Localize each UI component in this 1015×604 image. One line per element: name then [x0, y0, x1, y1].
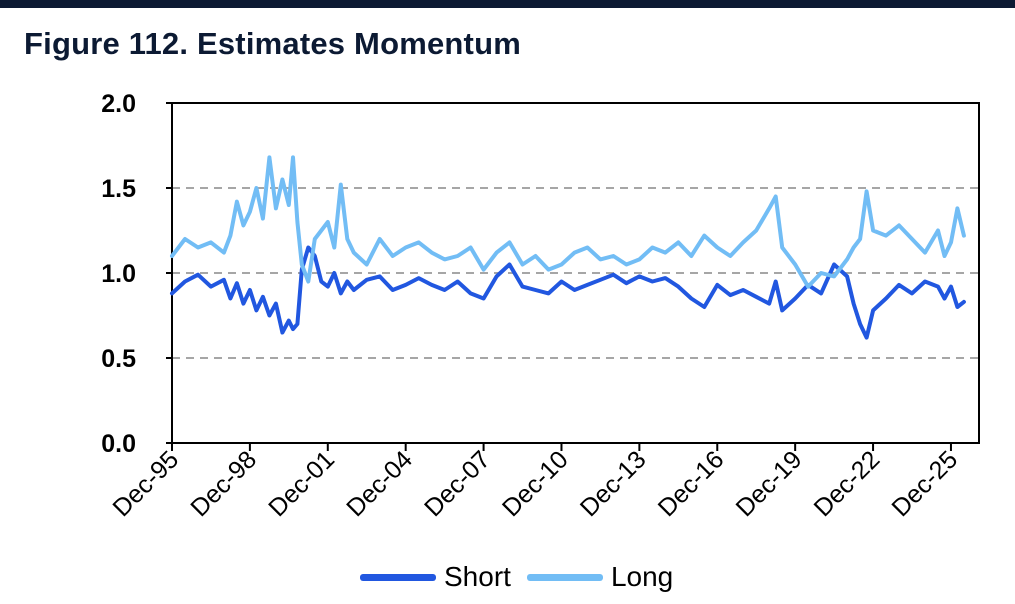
- legend-item-long: Long: [526, 561, 674, 593]
- figure-title: Figure 112. Estimates Momentum: [24, 26, 521, 61]
- x-tick-label-6: Dec-13: [575, 445, 652, 522]
- top-rule: [0, 0, 1015, 8]
- series-line-long: [170, 155, 966, 289]
- series-line-short: [170, 245, 966, 340]
- y-tick-label-4: 2.0: [101, 90, 136, 118]
- y-tick-label-3: 1.5: [101, 175, 136, 203]
- x-tick-label-8: Dec-19: [731, 445, 808, 522]
- legend-swatch-long: [526, 573, 603, 581]
- legend: Short Long: [360, 558, 673, 596]
- x-tick-label-3: Dec-04: [341, 445, 418, 522]
- x-tick-label-10: Dec-25: [886, 445, 963, 522]
- x-tick-label-9: Dec-22: [809, 445, 886, 522]
- y-tick-label-1: 0.5: [101, 345, 136, 373]
- x-tick-label-2: Dec-01: [263, 445, 340, 522]
- legend-label-long: Long: [610, 561, 674, 592]
- x-tick-label-1: Dec-98: [185, 445, 262, 522]
- y-tick-label-2: 1.0: [101, 260, 136, 288]
- legend-swatch-short: [360, 573, 436, 581]
- x-tick-label-7: Dec-16: [653, 445, 730, 522]
- x-tick-label-4: Dec-07: [419, 445, 496, 522]
- legend-label-short: Short: [444, 561, 511, 592]
- plot-area-frame: [171, 102, 980, 444]
- y-tick-label-0: 0.0: [101, 430, 136, 458]
- legend-item-short: Short: [360, 561, 511, 593]
- x-tick-label-5: Dec-10: [497, 445, 574, 522]
